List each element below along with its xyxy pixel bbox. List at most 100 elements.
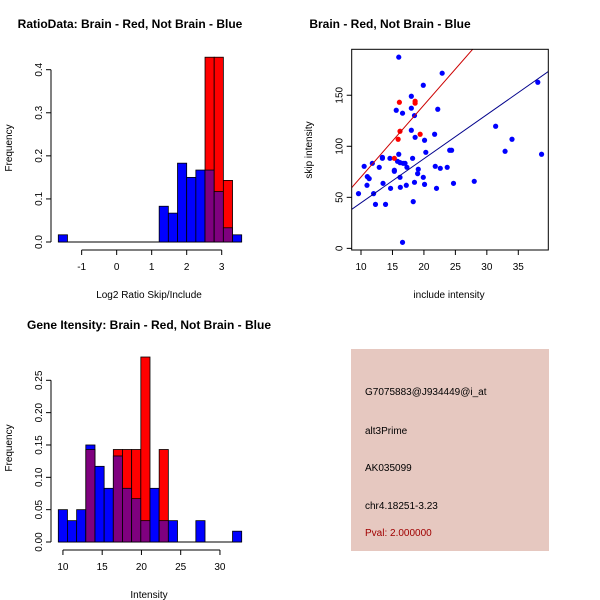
blue-point	[396, 151, 402, 157]
y-tick-label: 0.10	[34, 467, 45, 487]
blue-point	[421, 137, 428, 143]
y-tick-label: 0.0	[34, 235, 45, 249]
overlap-bar	[222, 227, 233, 243]
blue-bar	[177, 162, 188, 243]
plot-box	[351, 48, 549, 251]
y-tick-label: 0.3	[34, 105, 45, 119]
x-tick-label: 25	[450, 262, 462, 273]
gene-intensity-xlabel: Intensity	[130, 590, 167, 600]
blue-point	[412, 134, 418, 140]
blue-bar	[57, 509, 68, 543]
blue-point	[420, 174, 426, 180]
y-tick-label: 0.4	[34, 62, 45, 76]
blue-point	[432, 131, 438, 137]
blue-point	[535, 79, 541, 85]
blue-bar	[195, 520, 206, 543]
blue-bar	[67, 520, 78, 543]
x-tick-label: -1	[77, 262, 86, 273]
y-tick-label: 0.20	[34, 402, 45, 422]
scatter-title: Brain - Red, Not Brain - Blue	[309, 17, 471, 31]
blue-point	[404, 164, 410, 170]
x-tick-label: 2	[184, 262, 190, 273]
blue-bar	[232, 530, 243, 543]
blue-bar	[158, 205, 169, 243]
x-tick-label: 10	[355, 262, 367, 273]
blue-point	[379, 155, 386, 161]
blue-point	[439, 70, 445, 76]
blue-point	[397, 184, 403, 190]
blue-fit-line	[351, 71, 549, 210]
blue-point	[538, 151, 545, 157]
gene-intensity-title: Gene Itensity: Brain - Red, Not Brain - …	[27, 318, 271, 332]
genomic-location: chr4.18251-3.23	[365, 501, 438, 512]
y-tick-label: 0.25	[34, 370, 45, 390]
blue-point	[435, 106, 441, 112]
blue-point	[450, 180, 457, 186]
overlap-bar	[112, 455, 123, 543]
blue-point	[444, 164, 450, 170]
x-tick-label: 1	[149, 262, 155, 273]
y-tick-label: 0.05	[34, 499, 45, 519]
blue-point	[396, 54, 402, 60]
pval: Pval: 2.000000	[365, 528, 432, 539]
blue-point	[391, 168, 397, 174]
y-tick-label: 0.1	[34, 192, 45, 206]
intensity-scatter: Brain - Red, Not Brain - Blue include in…	[304, 17, 549, 301]
blue-point	[471, 178, 477, 184]
event-type: alt3Prime	[365, 426, 408, 437]
blue-point	[420, 82, 426, 88]
blue-point	[372, 201, 379, 207]
overlap-bar	[140, 520, 151, 543]
probe-id: G7075883@J934449@i_at	[365, 387, 487, 398]
accession: AK035099	[365, 463, 412, 474]
gene-intensity-ylabel: Frequency	[4, 424, 15, 471]
red-point	[397, 128, 403, 134]
blue-point	[409, 155, 416, 161]
blue-point	[411, 179, 418, 185]
ratio-histogram-ylabel: Frequency	[4, 124, 15, 171]
blue-point	[399, 239, 406, 245]
blue-point	[449, 147, 455, 153]
blue-point	[415, 166, 421, 172]
x-tick-label: 10	[57, 562, 69, 573]
overlap-bar	[85, 449, 96, 543]
blue-bar	[167, 520, 178, 543]
red-point	[395, 136, 401, 142]
y-tick-label: 100	[335, 138, 346, 155]
blue-point	[408, 105, 414, 111]
x-tick-label: 25	[175, 562, 187, 573]
blue-bar	[232, 234, 243, 243]
y-tick-label: 0.15	[34, 435, 45, 455]
ratio-histogram: RatioData: Brain - Red, Not Brain - Blue…	[4, 17, 243, 301]
blue-point	[355, 191, 362, 197]
red-point	[412, 100, 418, 106]
blue-point	[432, 163, 438, 169]
info-panel: G7075883@J934449@i_at alt3Prime AK035099…	[351, 349, 549, 551]
blue-bar	[57, 234, 68, 243]
blue-point	[421, 181, 428, 187]
y-tick-label: 0	[335, 245, 346, 251]
blue-point	[408, 127, 414, 133]
blue-point	[393, 107, 399, 113]
x-tick-label: 20	[136, 562, 148, 573]
blue-point	[410, 199, 416, 205]
blue-point	[399, 110, 406, 116]
x-tick-label: 3	[219, 262, 225, 273]
overlap-bar	[158, 520, 169, 543]
overlap-bar	[204, 169, 215, 243]
x-tick-label: 35	[513, 262, 525, 273]
red-fit-line	[351, 49, 474, 188]
red-point	[396, 99, 402, 105]
overlap-bar	[213, 191, 224, 243]
red-point	[417, 131, 423, 137]
ratio-histogram-title: RatioData: Brain - Red, Not Brain - Blue	[18, 17, 243, 31]
ratio-histogram-xlabel: Log2 Ratio Skip/Include	[96, 290, 202, 301]
blue-bar	[186, 176, 197, 243]
blue-bar	[76, 509, 87, 543]
x-tick-label: 15	[97, 562, 109, 573]
overlap-bar	[122, 487, 133, 543]
y-tick-label: 0.2	[34, 148, 45, 162]
x-tick-label: 30	[214, 562, 226, 573]
blue-point	[382, 201, 389, 207]
